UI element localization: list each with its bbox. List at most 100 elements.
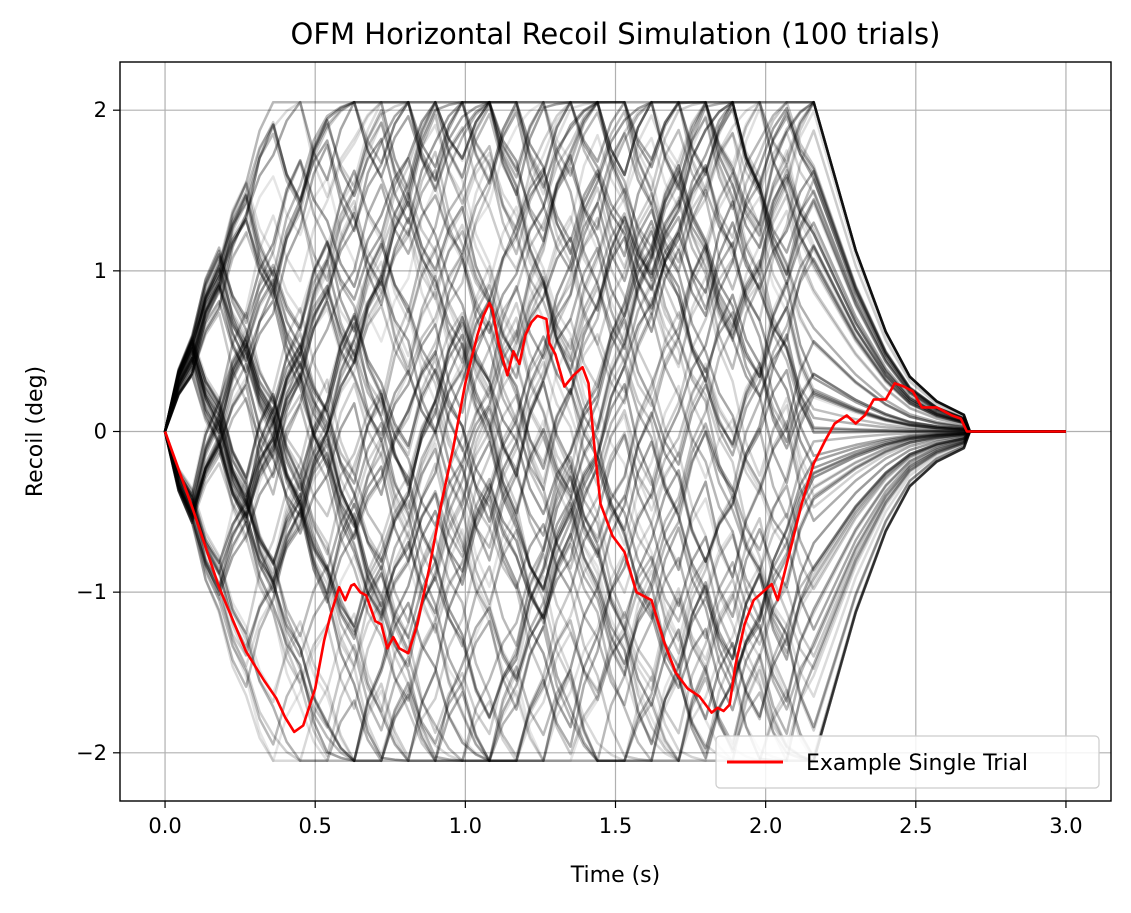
trial-line [163, 100, 1066, 763]
trial-line [163, 100, 1066, 543]
trial-line [163, 100, 1066, 433]
y-tick-label: 2 [94, 98, 107, 122]
trial-line [163, 100, 1066, 518]
trial-line [163, 333, 1066, 763]
trial-line [163, 205, 1066, 566]
trial-line [163, 100, 1066, 729]
y-tick-label: 0 [94, 420, 107, 444]
trial-line [163, 100, 1066, 520]
trial-line [163, 110, 1066, 590]
legend: Example Single Trial [715, 735, 1100, 789]
x-tick-label: 2.5 [899, 814, 932, 838]
trial-line [163, 100, 1066, 434]
trial-line [163, 318, 1066, 571]
trial-line [163, 100, 1066, 711]
y-axis-ticks: −2 −1 0 1 2 [76, 98, 120, 765]
x-tick-label: 2.0 [749, 814, 782, 838]
x-tick-label: 1.0 [449, 814, 482, 838]
trial-line [163, 100, 1066, 540]
trial-line [163, 339, 1066, 712]
trial-line [163, 336, 1066, 763]
trial-line [163, 230, 1066, 640]
trial-line [163, 100, 1066, 433]
trial-line [163, 339, 1066, 756]
trial-line [163, 311, 1066, 655]
trial-line [163, 419, 1066, 763]
trial-line [163, 100, 1066, 433]
trial-line [163, 311, 1066, 632]
trial-lines [163, 100, 1066, 763]
trial-line [163, 211, 1066, 760]
example-series [163, 301, 1066, 734]
trial-line [163, 101, 1066, 668]
trial-line [163, 100, 1066, 438]
trial-line [163, 100, 1066, 523]
trial-line [163, 106, 1066, 729]
trial-line [163, 100, 1066, 511]
chart-title: OFM Horizontal Recoil Simulation (100 tr… [291, 17, 941, 51]
trial-line [163, 357, 1066, 763]
grid [120, 62, 1111, 801]
trial-line [163, 257, 1066, 763]
trial-line [163, 100, 1066, 433]
trial-line [163, 199, 1066, 556]
series-line-example-single-trial [163, 301, 1066, 734]
trial-line [163, 430, 1066, 763]
trial-line [163, 312, 1066, 688]
trial-line [163, 100, 1066, 433]
trial-line [163, 100, 1066, 504]
trial-line [163, 100, 1066, 505]
trial-line [163, 100, 1066, 604]
trial-line [163, 259, 1066, 758]
trial-line [163, 100, 1066, 635]
trial-line [163, 282, 1066, 655]
trial-line [163, 322, 1066, 721]
trial-line [163, 267, 1066, 763]
trial-line [163, 100, 1066, 585]
trial-line [163, 100, 1066, 634]
trial-line [163, 100, 1066, 680]
trial-line [163, 100, 1066, 485]
trial-line [163, 219, 1066, 595]
x-tick-label: 0.0 [148, 814, 181, 838]
trial-line [163, 108, 1066, 433]
trial-line [163, 150, 1066, 759]
y-tick-label: −2 [76, 741, 107, 765]
trial-line [163, 320, 1066, 682]
trial-line [163, 100, 1066, 433]
trial-line [163, 169, 1066, 763]
trial-line [163, 151, 1066, 433]
trial-line [163, 100, 1066, 433]
trial-line [163, 240, 1066, 618]
trial-line [163, 349, 1066, 763]
trial-line [163, 100, 1066, 433]
trial-line [163, 104, 1066, 763]
trial-line [163, 107, 1066, 453]
trial-line [163, 100, 1066, 433]
x-axis-label: Time (s) [570, 863, 660, 888]
trial-line [163, 199, 1066, 502]
y-axis-label: Recoil (deg) [23, 366, 48, 497]
trial-line [163, 100, 1066, 433]
trial-line [163, 170, 1066, 720]
trial-line [163, 307, 1066, 763]
x-tick-label: 1.5 [599, 814, 632, 838]
trial-line [163, 422, 1066, 763]
trial-line [163, 100, 1066, 507]
trial-line [163, 100, 1066, 485]
trial-line [163, 100, 1066, 592]
x-tick-label: 0.5 [298, 814, 331, 838]
trial-line [163, 300, 1066, 729]
y-tick-label: 1 [94, 259, 107, 283]
trial-line [163, 219, 1066, 616]
trial-line [163, 371, 1066, 698]
trial-line [163, 100, 1066, 443]
legend-label-example: Example Single Trial [806, 751, 1028, 776]
x-tick-label: 3.0 [1049, 814, 1082, 838]
trial-line [163, 365, 1066, 682]
trial-line [163, 194, 1066, 758]
trial-line [163, 129, 1066, 710]
trial-line [163, 274, 1066, 763]
